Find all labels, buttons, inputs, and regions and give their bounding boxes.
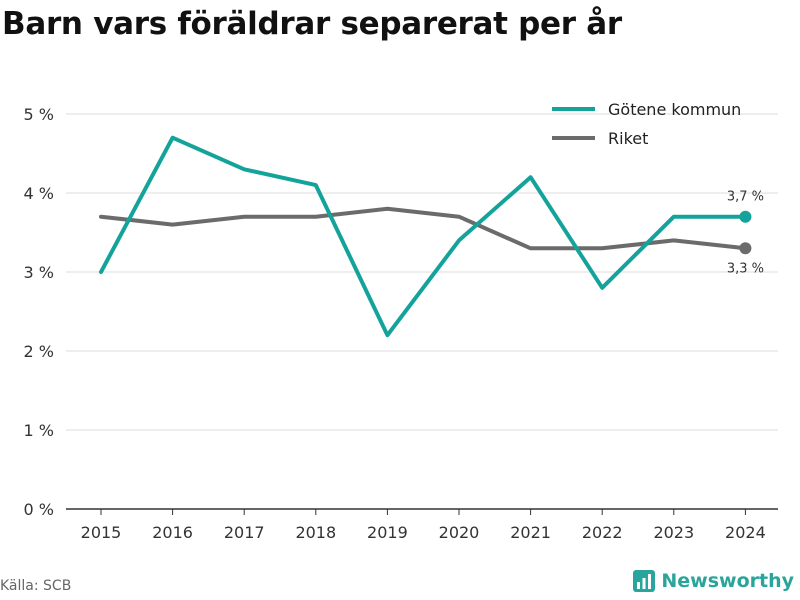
x-axis-ticks: 2015 2016 2017 2018 2019 2020 2021 2022 2023 2024 bbox=[81, 509, 766, 542]
y-tick-label: 2 % bbox=[24, 342, 54, 361]
y-tick-label: 1 % bbox=[24, 421, 54, 440]
legend-label: Riket bbox=[608, 129, 648, 148]
newsworthy-logo-icon bbox=[633, 570, 656, 592]
x-tick-label: 2021 bbox=[510, 523, 551, 542]
series-line bbox=[99, 206, 748, 251]
grid-lines bbox=[66, 113, 778, 431]
y-tick-label: 3 % bbox=[24, 263, 54, 282]
source-note: Källa: SCB bbox=[0, 578, 72, 594]
x-tick-label: 2018 bbox=[295, 523, 336, 542]
series-end-point bbox=[739, 210, 752, 223]
y-tick-label: 4 % bbox=[24, 184, 54, 203]
x-tick-label: 2023 bbox=[653, 523, 694, 542]
end-labels: 3,7 % 3,3 % bbox=[727, 190, 764, 277]
x-tick-label: 2022 bbox=[582, 523, 623, 542]
legend-label: Götene kommun bbox=[608, 100, 741, 119]
y-tick-label: 0 % bbox=[24, 500, 54, 519]
brand-name: Newsworthy bbox=[661, 570, 794, 592]
chart-title: Barn vars föräldrar separerat per år bbox=[2, 6, 622, 42]
x-tick-label: 2017 bbox=[224, 523, 265, 542]
x-tick-label: 2020 bbox=[439, 523, 480, 542]
y-tick-label: 5 % bbox=[24, 105, 54, 124]
x-tick-label: 2016 bbox=[152, 523, 193, 542]
x-tick-label: 2024 bbox=[725, 523, 766, 542]
series-lines bbox=[99, 135, 752, 338]
series-line bbox=[99, 135, 748, 338]
legend: Götene kommun Riket bbox=[552, 100, 741, 148]
y-axis-ticks: 0 % 1 % 2 % 3 % 4 % 5 % bbox=[24, 105, 54, 519]
data-label: 3,7 % bbox=[727, 190, 764, 205]
series-end-point bbox=[739, 242, 752, 255]
data-label: 3,3 % bbox=[727, 261, 764, 276]
brand-logo: Newsworthy bbox=[633, 570, 794, 592]
x-tick-label: 2019 bbox=[367, 523, 408, 542]
x-tick-label: 2015 bbox=[81, 523, 122, 542]
